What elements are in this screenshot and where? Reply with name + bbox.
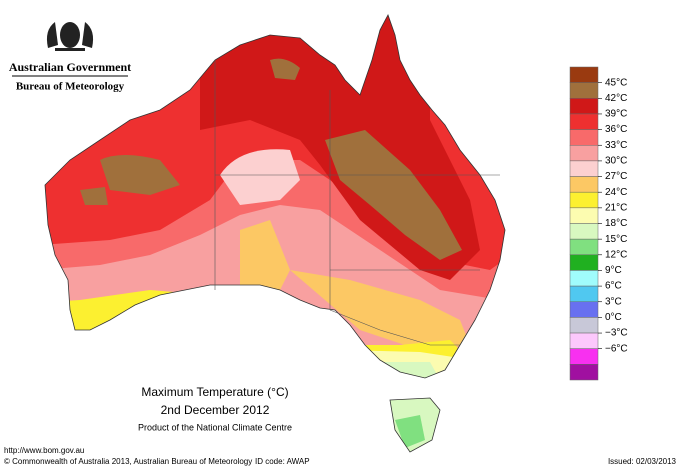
legend-swatch	[569, 82, 599, 99]
legend-label: 6°C	[605, 281, 622, 292]
legend-label: −6°C	[605, 343, 628, 354]
legend-swatch	[569, 270, 599, 287]
legend-label: −3°C	[605, 328, 628, 339]
legend-swatch	[569, 191, 599, 209]
footer-issued: Issued: 02/03/2013	[608, 457, 677, 466]
legend-swatch	[569, 98, 599, 115]
legend: 45°C 42°C 39°C 36°C 33°C 30°C 27°C 24°C 21°C 18°C…	[569, 66, 628, 381]
legend-label: 21°C	[605, 202, 627, 213]
map-date: 2nd December 2012	[161, 403, 270, 417]
legend-swatch	[569, 301, 599, 318]
legend-label: 30°C	[605, 156, 627, 167]
legend-label: 15°C	[605, 234, 627, 245]
legend-swatch	[569, 223, 599, 240]
legend-swatch	[569, 364, 599, 381]
legend-swatch	[569, 348, 599, 365]
legend-swatch	[569, 332, 599, 349]
legend-swatch	[569, 254, 599, 271]
legend-swatch	[569, 160, 599, 177]
legend-label: 27°C	[605, 171, 627, 182]
legend-swatch	[569, 145, 599, 162]
legend-swatch	[569, 207, 599, 224]
legend-swatch	[569, 66, 599, 83]
government-name: Australian Government	[9, 60, 131, 74]
crest	[46, 22, 94, 51]
legend-label: 0°C	[605, 312, 622, 323]
map-credit: Product of the National Climate Centre	[138, 422, 292, 432]
legend-label: 12°C	[605, 249, 627, 260]
footer-copyright: © Commonwealth of Australia 2013, Austra…	[4, 457, 252, 466]
footer-id: ID code: AWAP	[255, 457, 310, 466]
map-title: Maximum Temperature (°C)	[141, 385, 288, 399]
legend-label: 45°C	[605, 77, 627, 88]
coastline	[44, 14, 506, 453]
legend-swatch	[569, 285, 599, 303]
legend-label: 3°C	[605, 296, 622, 307]
state-borders	[214, 60, 500, 346]
legend-swatch	[569, 176, 599, 193]
legend-label: 39°C	[605, 109, 627, 120]
footer-url: http://www.bom.gov.au	[4, 446, 84, 455]
legend-swatch	[569, 113, 599, 130]
legend-label: 33°C	[605, 140, 627, 151]
legend-swatch	[569, 238, 599, 256]
legend-label: 24°C	[605, 187, 627, 198]
legend-swatch	[569, 317, 599, 334]
legend-label: 36°C	[605, 124, 627, 135]
legend-swatch	[569, 129, 599, 146]
legend-label: 9°C	[605, 265, 622, 276]
bureau-name: Bureau of Meteorology	[16, 81, 125, 93]
legend-label: 18°C	[605, 218, 627, 229]
legend-label: 42°C	[605, 93, 627, 104]
